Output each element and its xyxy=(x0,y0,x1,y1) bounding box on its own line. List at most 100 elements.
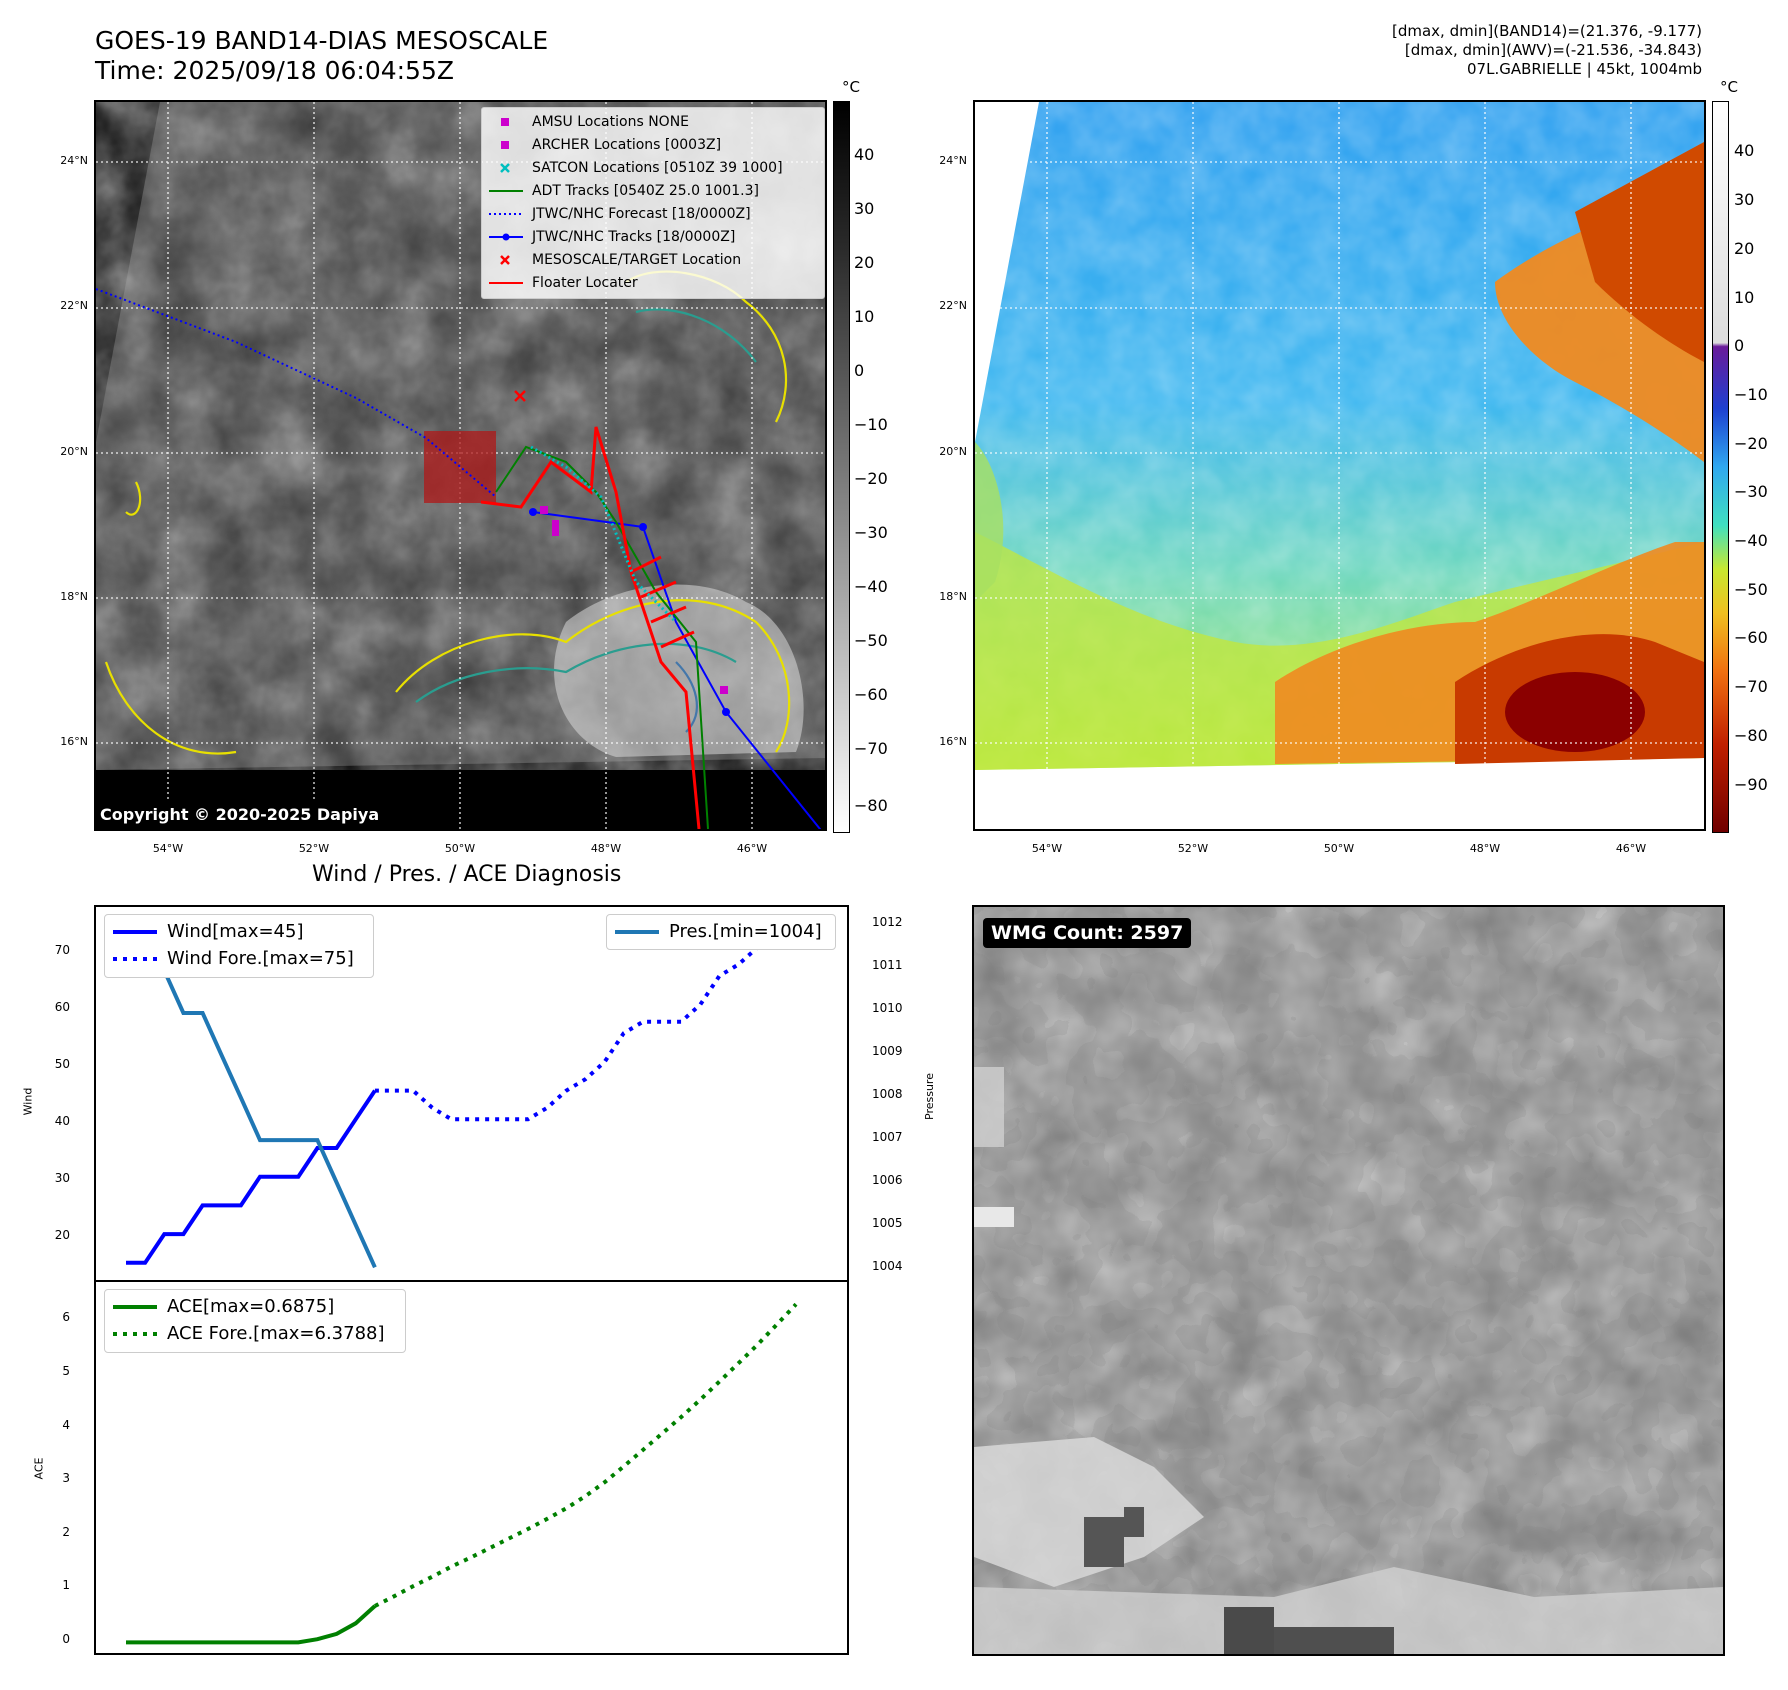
ir-cb-tick: −50 xyxy=(854,631,888,650)
enh-cb-tick: 10 xyxy=(1734,288,1755,307)
series-line-pressure xyxy=(124,927,377,1269)
ace-tick: 0 xyxy=(62,1632,70,1646)
enh-cb-tick: −60 xyxy=(1734,628,1768,647)
enhanced-colorbar-unit: °C xyxy=(1720,78,1738,96)
ace-tick: 5 xyxy=(62,1364,70,1378)
enh-cb-tick: 20 xyxy=(1734,239,1755,258)
ir-colorbar xyxy=(833,101,850,833)
ace-legend: ACE[max=0.6875] ACE Fore.[max=6.3788] xyxy=(104,1289,406,1353)
wind-tick: 30 xyxy=(54,1171,70,1185)
lat-label-24n: 24°N xyxy=(60,154,88,167)
lat-label-20n: 20°N xyxy=(60,445,88,458)
lon-label-46w-right: 46°W xyxy=(1615,842,1647,855)
ace-tick: 2 xyxy=(62,1525,70,1539)
ir-cb-tick: −20 xyxy=(854,469,888,488)
ir-cb-tick: 20 xyxy=(854,253,875,272)
lon-label-46w: 46°W xyxy=(736,842,768,855)
wind-tick: 40 xyxy=(54,1114,70,1128)
chart-title-line1: GOES-19 BAND14-DIAS MESOSCALE xyxy=(95,26,549,55)
wind-tick: 20 xyxy=(54,1228,70,1242)
copyright-label: Copyright © 2020-2025 Dapiya xyxy=(96,800,384,830)
lon-label-50w: 50°W xyxy=(444,842,476,855)
pres-tick: 1009 xyxy=(872,1044,903,1058)
pres-ylabel: Pressure xyxy=(922,1073,936,1120)
ace-tick: 4 xyxy=(62,1418,70,1432)
pres-tick: 1004 xyxy=(872,1259,903,1273)
wmg-panel xyxy=(972,905,1725,1656)
chart-title-line2: Time: 2025/09/18 06:04:55Z xyxy=(95,56,454,85)
pres-tick: 1012 xyxy=(872,915,903,929)
series-line-ace-fore xyxy=(373,1302,798,1608)
lat-label-20n-right: 20°N xyxy=(939,445,967,458)
ace-chart xyxy=(94,1280,849,1655)
pres-tick: 1006 xyxy=(872,1173,903,1187)
info-line2: [dmax, dmin](AWV)=(-21.536, -34.843) xyxy=(1404,41,1702,59)
series-line-wind xyxy=(126,1089,377,1265)
enh-cb-tick: −50 xyxy=(1734,580,1768,599)
ir-legend: AMSU Locations NONE ARCHER Locations [00… xyxy=(481,107,825,299)
enh-cb-tick: −30 xyxy=(1734,482,1768,501)
enh-cb-tick: 30 xyxy=(1734,190,1755,209)
floater-locater xyxy=(480,426,701,829)
enhanced-ir-panel xyxy=(973,100,1706,831)
lon-label-50w-right: 50°W xyxy=(1323,842,1355,855)
enh-cb-tick: 40 xyxy=(1734,141,1755,160)
ace-tick: 3 xyxy=(62,1471,70,1485)
wmg-count-badge: WMG Count: 2597 xyxy=(983,918,1192,948)
enhanced-ir-image xyxy=(975,102,1704,829)
lon-label-54w: 54°W xyxy=(152,842,184,855)
enh-cb-tick: −90 xyxy=(1734,775,1768,794)
lat-label-24n-right: 24°N xyxy=(939,154,967,167)
enhanced-colorbar xyxy=(1712,101,1729,833)
pres-tick: 1005 xyxy=(872,1216,903,1230)
pres-tick: 1008 xyxy=(872,1087,903,1101)
enh-cb-tick: −20 xyxy=(1734,434,1768,453)
diag-title: Wind / Pres. / ACE Diagnosis xyxy=(312,862,622,887)
lat-label-18n-right: 18°N xyxy=(939,590,967,603)
wind-tick: 70 xyxy=(54,943,70,957)
pres-tick: 1011 xyxy=(872,958,903,972)
pres-legend: Pres.[min=1004] xyxy=(606,914,836,950)
wmg-image xyxy=(974,907,1723,1654)
lon-label-52w-right: 52°W xyxy=(1177,842,1209,855)
ir-cb-tick: 40 xyxy=(854,145,875,164)
ir-cb-tick: −60 xyxy=(854,685,888,704)
lat-label-22n-right: 22°N xyxy=(939,299,967,312)
enh-cb-tick: −10 xyxy=(1734,385,1768,404)
ace-ylabel: ACE xyxy=(32,1457,46,1480)
ir-cb-tick: 10 xyxy=(854,307,875,326)
lon-label-52w: 52°W xyxy=(298,842,330,855)
lon-label-48w-right: 48°W xyxy=(1469,842,1501,855)
jtwc-track xyxy=(532,511,822,829)
lat-label-18n: 18°N xyxy=(60,590,88,603)
enh-cb-tick: −40 xyxy=(1734,531,1768,550)
ir-cb-tick: −70 xyxy=(854,739,888,758)
wind-tick: 50 xyxy=(54,1057,70,1071)
wind-legend: Wind[max=45] Wind Fore.[max=75] xyxy=(104,914,374,978)
lon-label-48w: 48°W xyxy=(590,842,622,855)
series-line-ace xyxy=(126,1604,377,1645)
ir-cb-tick: 30 xyxy=(854,199,875,218)
wind-tick: 60 xyxy=(54,1000,70,1014)
lat-label-16n-right: 16°N xyxy=(939,735,967,748)
info-line1: [dmax, dmin](BAND14)=(21.376, -9.177) xyxy=(1391,22,1702,40)
enh-cb-tick: −70 xyxy=(1734,677,1768,696)
pres-tick: 1010 xyxy=(872,1001,903,1015)
lat-label-16n: 16°N xyxy=(60,735,88,748)
ir-cb-tick: −40 xyxy=(854,577,888,596)
ir-cb-tick: −30 xyxy=(854,523,888,542)
wind-ylabel: Wind xyxy=(21,1087,35,1116)
info-line3: 07L.GABRIELLE | 45kt, 1004mb xyxy=(1467,60,1702,78)
mesoscale-target-marker xyxy=(514,390,526,402)
floater-box xyxy=(424,431,496,503)
ace-plot xyxy=(126,1302,798,1645)
enh-cb-tick: 0 xyxy=(1734,336,1745,355)
lon-label-54w-right: 54°W xyxy=(1031,842,1063,855)
lat-label-22n: 22°N xyxy=(60,299,88,312)
pres-tick: 1007 xyxy=(872,1130,903,1144)
ace-tick: 1 xyxy=(62,1578,70,1592)
series-line-wind-fore xyxy=(374,917,798,1122)
ir-cb-tick: −80 xyxy=(854,796,888,815)
ace-tick: 6 xyxy=(62,1310,70,1324)
enh-cb-tick: −80 xyxy=(1734,726,1768,745)
